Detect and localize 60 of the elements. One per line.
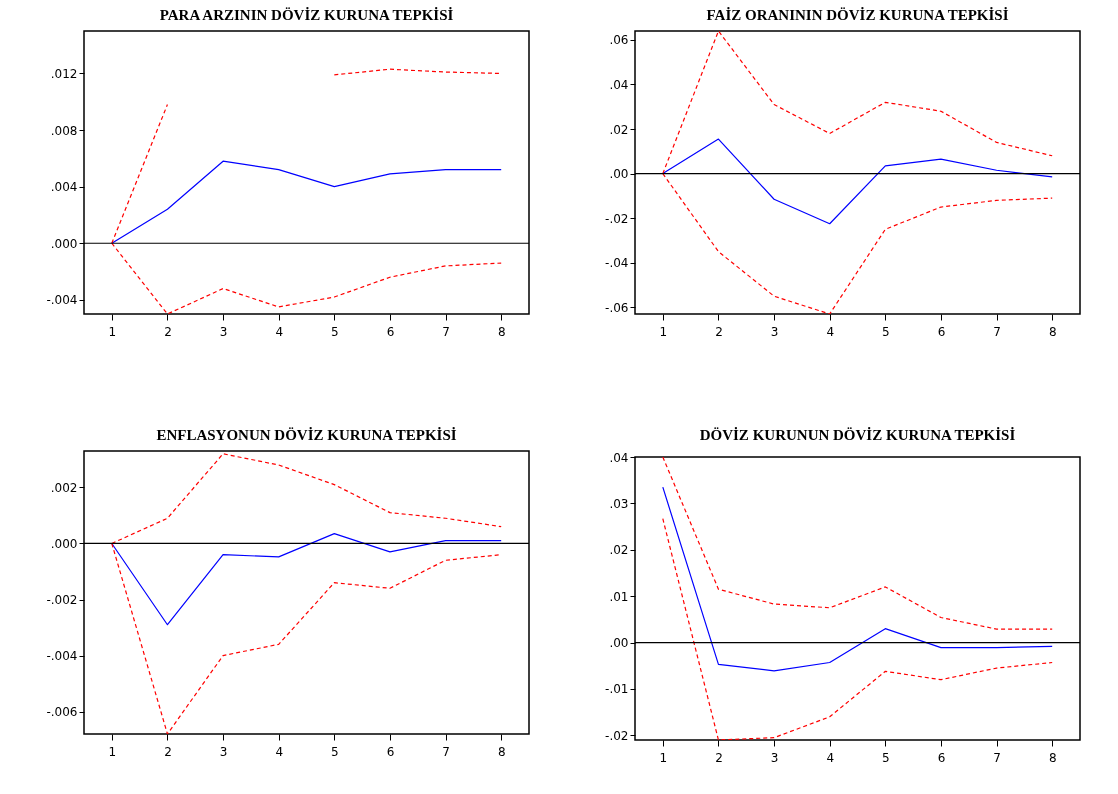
chart-title: PARA ARZININ DÖVİZ KURUNA TEPKİSİ [159,7,454,23]
x-tick-label: 2 [164,744,172,759]
x-tick-label: 7 [993,750,1001,765]
y-tick-label: .012 [50,66,78,81]
x-tick-label: 6 [386,744,395,759]
y-tick-label: .004 [50,180,78,195]
x-tick-label: 1 [659,750,668,765]
x-tick-label: 5 [881,750,890,765]
x-tick-label: 8 [1048,324,1057,339]
x-tick-label: 6 [386,324,395,339]
x-tick-label: 3 [219,324,228,339]
y-tick-label: -.004 [46,649,78,664]
y-tick-label: -.01 [605,682,629,697]
x-tick-label: 3 [770,324,779,339]
x-tick-label: 4 [826,324,835,339]
x-tick-label: 7 [442,324,450,339]
x-tick-label: 7 [993,324,1001,339]
y-tick-label: .03 [609,496,629,511]
y-tick-label: -.06 [605,300,629,315]
y-tick-label: .06 [609,33,629,48]
x-tick-label: 3 [219,744,228,759]
y-tick-label: .02 [609,543,629,558]
x-tick-label: 8 [497,744,506,759]
x-tick-label: 1 [108,324,117,339]
y-tick-label: -.02 [605,211,629,226]
x-tick-label: 2 [164,324,172,339]
y-tick-label: .000 [50,236,78,251]
x-tick-label: 8 [497,324,506,339]
x-tick-label: 1 [659,324,668,339]
chart-title: ENFLASYONUN DÖVİZ KURUNA TEPKİSİ [156,427,457,443]
y-tick-label: .000 [50,536,78,551]
y-tick-label: .01 [609,589,629,604]
y-tick-label: .002 [50,480,78,495]
x-tick-label: 5 [330,324,339,339]
y-tick-label: -.04 [605,256,629,271]
x-tick-label: 4 [275,744,284,759]
y-tick-label: -.004 [46,293,78,308]
x-tick-label: 6 [937,324,946,339]
x-tick-label: 3 [770,750,779,765]
y-tick-label: .008 [50,123,78,138]
y-tick-label: .02 [609,122,629,137]
x-tick-label: 4 [275,324,284,339]
chart-title: DÖVİZ KURUNUN DÖVİZ KURUNA TEPKİSİ [699,427,1016,443]
x-tick-label: 1 [108,744,117,759]
x-tick-label: 2 [715,324,723,339]
x-tick-label: 7 [442,744,450,759]
y-tick-label: .00 [609,167,629,182]
y-tick-label: .00 [609,636,629,651]
x-tick-label: 8 [1048,750,1057,765]
y-tick-label: .04 [609,450,629,465]
x-tick-label: 5 [881,324,890,339]
y-tick-label: -.006 [46,705,78,720]
x-tick-label: 6 [937,750,946,765]
x-tick-label: 5 [330,744,339,759]
x-tick-label: 4 [826,750,835,765]
y-tick-label: -.002 [46,593,78,607]
chart-title: FAİZ ORANININ DÖVİZ KURUNA TEPKİSİ [706,7,1009,23]
y-tick-label: -.02 [605,728,629,743]
x-tick-label: 2 [715,750,723,765]
y-tick-label: .04 [609,77,629,92]
